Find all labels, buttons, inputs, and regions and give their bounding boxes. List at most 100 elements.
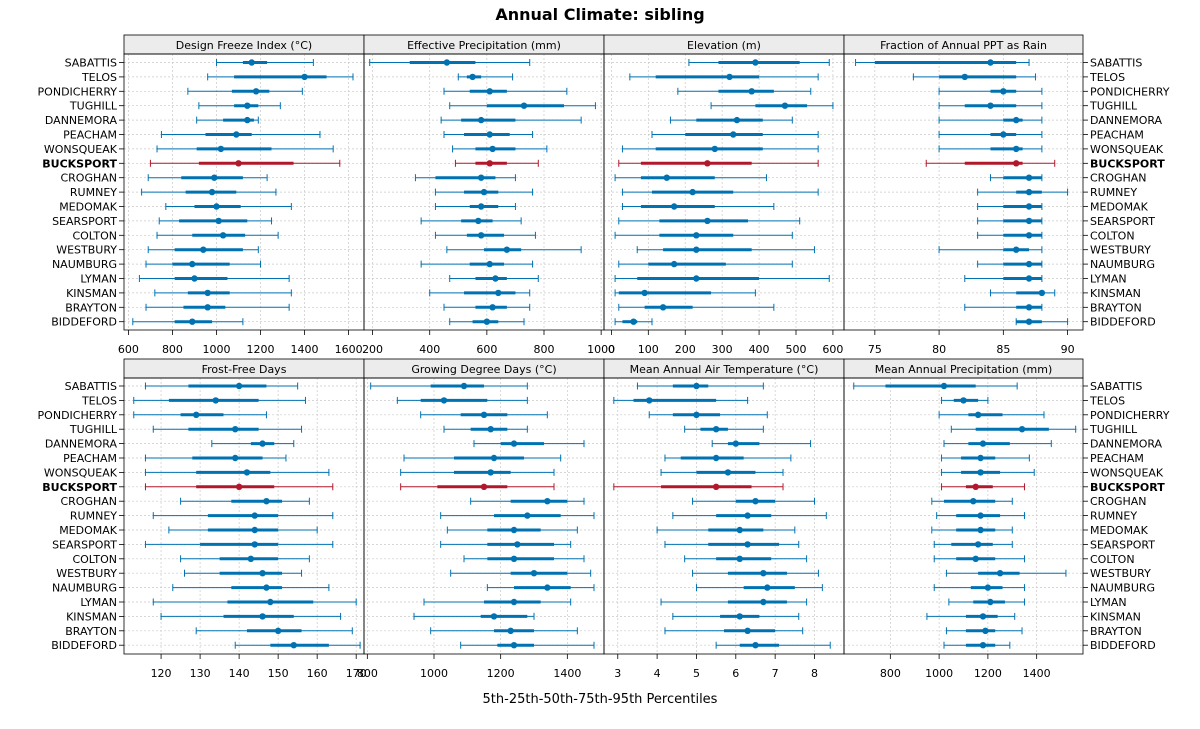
x-tick-label: 1000 <box>420 667 448 680</box>
data-row-croghan <box>147 174 268 182</box>
median-point <box>693 232 700 239</box>
median-point <box>1025 304 1033 311</box>
median-point <box>1025 217 1033 225</box>
median-point <box>1038 289 1046 297</box>
data-row-rumney <box>440 512 595 520</box>
x-tick-label: 140 <box>229 667 250 680</box>
row-label-right-dannemora: DANNEMORA <box>1090 438 1163 451</box>
data-row-bucksport <box>454 159 539 167</box>
median-point <box>211 174 218 181</box>
median-point <box>979 613 987 620</box>
row-label-right-colton: COLTON <box>1090 553 1135 566</box>
data-row-telos <box>912 73 1036 81</box>
row-label-right-croghan: CROGHAN <box>1090 495 1147 508</box>
data-row-telos <box>207 73 354 81</box>
data-row-bucksport <box>613 483 784 491</box>
median-point <box>252 88 260 95</box>
median-point <box>486 131 493 138</box>
data-row-croghan <box>931 497 1013 505</box>
median-point <box>1000 131 1007 138</box>
panel-fraction-of-annual-ppt-as-rain: Fraction of Annual PPT as Rain 75 80 85 90 <box>843 34 1088 356</box>
median-point <box>490 454 498 462</box>
data-row-naumburg <box>145 260 262 268</box>
row-label-left-tughill: TUGHILL <box>69 100 118 113</box>
x-tick-label: 6 <box>732 667 739 680</box>
data-row-rumney <box>152 512 334 520</box>
median-point <box>1018 426 1026 433</box>
row-label-left-brayton: BRAYTON <box>65 625 117 638</box>
median-point <box>208 188 216 196</box>
x-tick-label: 600 <box>822 343 843 356</box>
data-row-naumburg <box>977 260 1043 268</box>
data-row-tughill <box>198 102 281 110</box>
data-row-kinsman <box>160 612 342 620</box>
row-label-right-naumburg: NAUMBURG <box>1090 258 1155 271</box>
x-tick-label: 0 <box>608 343 615 356</box>
data-row-westbury <box>147 246 259 254</box>
x-tick-label: 600 <box>118 343 139 356</box>
row-label-left-tughill: TUGHILL <box>69 423 118 436</box>
data-row-brayton <box>964 303 1043 311</box>
data-row-sabattis <box>370 382 528 390</box>
data-row-wonsqueak <box>660 468 784 476</box>
data-row-biddeford <box>943 641 1011 649</box>
x-tick-label: 800 <box>162 343 183 356</box>
row-label-left-bucksport: BUCKSPORT <box>42 481 117 494</box>
median-point <box>251 512 258 519</box>
median-point <box>495 289 502 297</box>
panels: Design Freeze Index (°C) 600 800 1000 1200 14… <box>118 34 1088 680</box>
panel-title: Fraction of Annual PPT as Rain <box>880 39 1047 52</box>
median-point <box>274 627 282 634</box>
data-row-peacham <box>941 454 1030 462</box>
data-row-bucksport <box>925 159 1056 167</box>
data-row-medomak <box>931 526 1013 534</box>
row-label-right-bucksport: BUCKSPORT <box>1090 481 1165 494</box>
median-point <box>744 627 751 634</box>
median-point <box>1025 174 1033 181</box>
row-label-left-rumney: RUMNEY <box>70 186 117 199</box>
data-row-wonsqueak <box>144 468 330 476</box>
row-label-left-lyman: LYMAN <box>80 273 117 286</box>
median-point <box>204 289 211 297</box>
panel-title: Design Freeze Index (°C) <box>176 39 312 52</box>
data-row-dannemora <box>943 440 1052 448</box>
median-point <box>219 232 227 239</box>
median-point <box>940 382 948 390</box>
row-label-left-dannemora: DANNEMORA <box>45 114 118 127</box>
median-point <box>480 188 488 196</box>
x-tick-label: 170 <box>346 667 367 680</box>
row-label-left-westbury: WESTBURY <box>56 567 117 580</box>
data-row-pondicherry <box>443 87 568 95</box>
data-row-colton <box>977 231 1043 239</box>
median-point <box>243 469 251 476</box>
data-row-rumney <box>621 188 819 196</box>
data-row-searsport <box>158 217 273 225</box>
median-point <box>544 584 551 591</box>
x-tick-label: 800 <box>534 343 555 356</box>
median-point <box>987 598 994 606</box>
median-point <box>712 454 720 462</box>
x-tick-label: 200 <box>675 343 696 356</box>
data-row-westbury <box>945 569 1067 577</box>
median-point <box>693 275 700 282</box>
data-row-wonsqueak <box>452 145 548 153</box>
median-point <box>487 469 494 476</box>
x-tick-label: 1200 <box>974 667 1002 680</box>
median-point <box>483 318 491 325</box>
x-tick-label: 1400 <box>291 343 319 356</box>
row-label-left-telos: TELOS <box>81 394 117 407</box>
median-point <box>972 483 979 490</box>
chart-title: Annual Climate: sibling <box>495 5 704 24</box>
data-row-pondicherry <box>648 411 768 419</box>
median-point <box>290 642 297 649</box>
row-label-left-kinsman: KINSMAN <box>66 610 117 623</box>
data-row-croghan <box>614 174 767 182</box>
panel-title: Mean Annual Air Temperature (°C) <box>630 363 819 376</box>
x-tick-label: 85 <box>996 343 1010 356</box>
row-label-right-wonsqueak: WONSQUEAK <box>1090 143 1164 156</box>
median-point <box>215 217 222 225</box>
data-row-telos <box>133 396 306 404</box>
median-point <box>736 526 743 534</box>
median-point <box>477 232 485 239</box>
